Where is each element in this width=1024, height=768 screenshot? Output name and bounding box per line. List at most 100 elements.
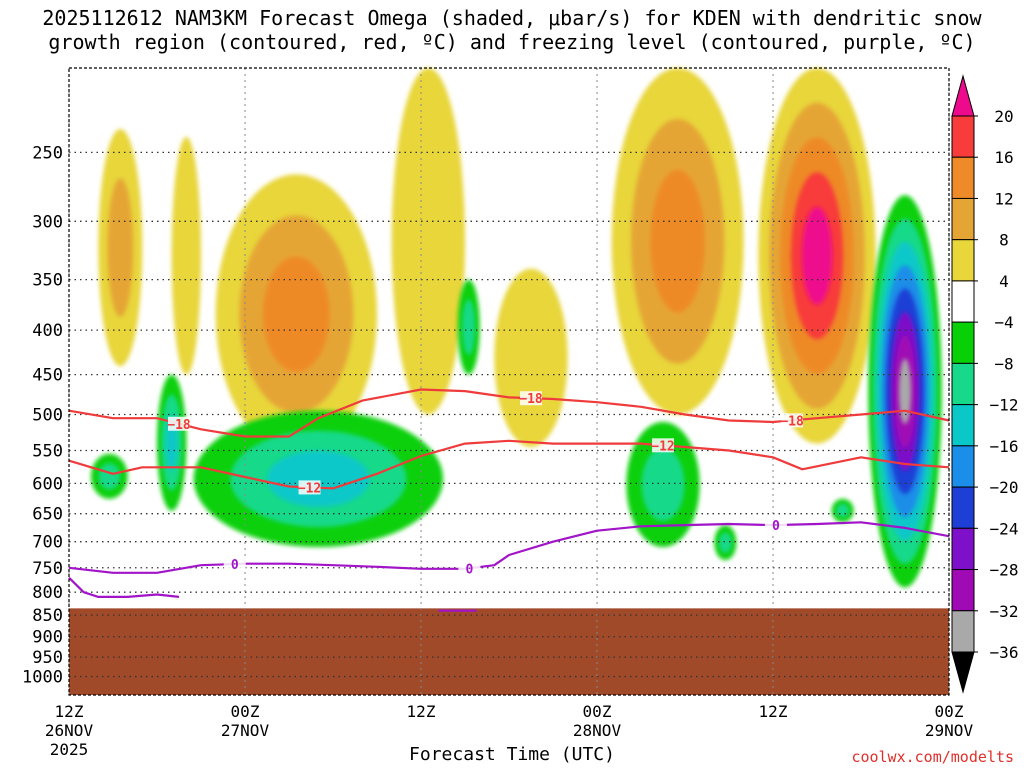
x-tick-label-48-0: 12Z: [759, 702, 788, 721]
y-tick-label-550: 550: [32, 442, 63, 462]
chart-title-line2: growth region (contoured, red, ºC) and f…: [48, 30, 976, 54]
colorbar-label-11: −28: [990, 561, 1019, 580]
colorbar-block-5: [951, 321, 975, 364]
colorbar-block-8: [951, 445, 975, 488]
colorbar-label-8: −16: [990, 437, 1019, 456]
colorbar-label-9: −20: [990, 478, 1019, 497]
x-tick-label-12-0: 00Z: [231, 702, 260, 721]
omega-positive-region-6-level-4: [801, 207, 833, 305]
contour-label-1-1: −12: [651, 439, 674, 454]
contour-line-2: [68, 521, 950, 574]
omega-negative-region-5-level-1: [718, 532, 732, 553]
y-tick-label-350: 350: [32, 271, 63, 291]
contour-label-2-0: 0: [231, 558, 239, 573]
omega-positive-region-0-level-1: [107, 178, 134, 317]
credit-text: coolwx.com/modelts: [851, 748, 1014, 766]
plot-frame: [68, 67, 950, 696]
colorbar-block-0: [951, 115, 975, 158]
colorbar-label-7: −12: [990, 396, 1019, 415]
colorbar-block-3: [951, 239, 975, 282]
colorbar: 20 16 12 8 4 −4 −8 −12 −16 −20 −24 −28 −32 −36: [951, 74, 1019, 694]
contour-label-bg-1-0: [298, 480, 321, 495]
colorbar-block-6: [951, 362, 975, 406]
omega-shading: [91, 68, 942, 588]
contour-label-bg-2-0: [223, 557, 246, 572]
omega-negative-region-4-level-1: [641, 448, 685, 521]
y-tick-label-450: 450: [32, 366, 63, 386]
contour-label-bg-0-2: [781, 413, 804, 428]
y-tick-label-800: 800: [32, 583, 63, 603]
omega-positive-region-3-level-0: [391, 68, 466, 415]
contour-label-0-0: −18: [167, 418, 191, 433]
colorbar-bottom-triangle: [951, 651, 975, 694]
colorbar-block-7: [951, 404, 975, 447]
x-tick-label-36-1: 28NOV: [573, 721, 622, 740]
y-axis: 2503003504004505005506006507007508008509…: [22, 143, 63, 687]
colorbar-block-2: [951, 197, 975, 241]
x-tick-label-0-2: 2025: [50, 740, 89, 759]
colorbar-label-2: 12: [994, 189, 1013, 208]
contour-label-bg-0-1: [520, 391, 542, 406]
ground-layer: [69, 608, 949, 695]
y-tick-label-850: 850: [32, 606, 63, 626]
colorbar-label-12: −32: [990, 602, 1019, 621]
colorbar-block-12: [951, 610, 975, 653]
contour-label-bg-2-1: [458, 561, 481, 576]
x-tick-label-24-0: 12Z: [407, 702, 436, 721]
y-tick-label-900: 900: [32, 628, 63, 648]
colorbar-block-1: [951, 156, 975, 199]
omega-negative-region-3-level-1: [462, 299, 476, 355]
contour-line-3: [68, 576, 180, 599]
contour-label-1-0: −12: [298, 481, 321, 496]
y-tick-label-400: 400: [32, 321, 63, 341]
contour-label-2-1: 0: [465, 562, 473, 577]
y-tick-label-650: 650: [32, 505, 63, 525]
y-tick-label-950: 950: [32, 648, 63, 668]
omega-positive-region-4-level-0: [494, 268, 568, 448]
colorbar-block-10: [951, 527, 975, 571]
omega-negative-region-2-level-2: [267, 450, 370, 507]
plot-border: [68, 67, 950, 696]
colorbar-block-4: [951, 280, 975, 323]
x-axis-label: Forecast Time (UTC): [409, 744, 615, 765]
y-tick-label-500: 500: [32, 405, 63, 425]
contour-label-bg-2-2: [764, 518, 787, 533]
chart-title-line1: 2025112612 NAM3KM Forecast Omega (shaded…: [42, 6, 982, 30]
colorbar-label-13: −36: [990, 643, 1019, 662]
omega-negative-region-0-level-1: [98, 463, 121, 490]
omega-positive-region-1-level-0: [171, 136, 201, 375]
omega-positive-region-5-level-2: [650, 169, 705, 313]
colorbar-label-1: 16: [994, 148, 1013, 167]
grid-lines: [68, 68, 950, 695]
colorbar-top-triangle: [951, 74, 975, 117]
x-tick-label-0-1: 26NOV: [45, 721, 94, 740]
contour-label-2-2: 0: [772, 519, 780, 534]
colorbar-label-5: −4: [994, 313, 1013, 332]
x-tick-label-12-1: 27NOV: [221, 721, 270, 740]
contour-label-bg-0-0: [168, 416, 190, 431]
x-tick-label-60-1: 29NOV: [925, 721, 974, 740]
colorbar-block-11: [951, 569, 975, 612]
x-tick-label-60-0: 00Z: [935, 702, 964, 721]
contour-lines: −18 −18 −18 −12 −12 0 0 0: [68, 388, 950, 612]
omega-negative-region-7-level-7: [898, 358, 912, 425]
contour-label-bg-1-1: [652, 438, 674, 453]
colorbar-label-3: 8: [999, 231, 1009, 250]
colorbar-block-9: [951, 486, 975, 529]
x-tick-label-36-0: 00Z: [583, 702, 612, 721]
y-tick-label-300: 300: [32, 212, 63, 232]
omega-negative-region-6-level-1: [836, 503, 850, 518]
colorbar-label-6: −8: [994, 354, 1013, 373]
y-tick-label-250: 250: [32, 143, 63, 163]
colorbar-label-10: −24: [990, 519, 1019, 538]
y-tick-label-750: 750: [32, 559, 63, 579]
contour-label-0-2: −18: [780, 414, 804, 429]
y-tick-label-700: 700: [32, 533, 63, 553]
y-tick-label-1000: 1000: [22, 668, 63, 688]
colorbar-label-4: 4: [999, 272, 1009, 291]
ground-terrain: [69, 608, 949, 695]
contour-line-1: [68, 439, 950, 490]
contour-label-0-1: −18: [519, 392, 543, 407]
